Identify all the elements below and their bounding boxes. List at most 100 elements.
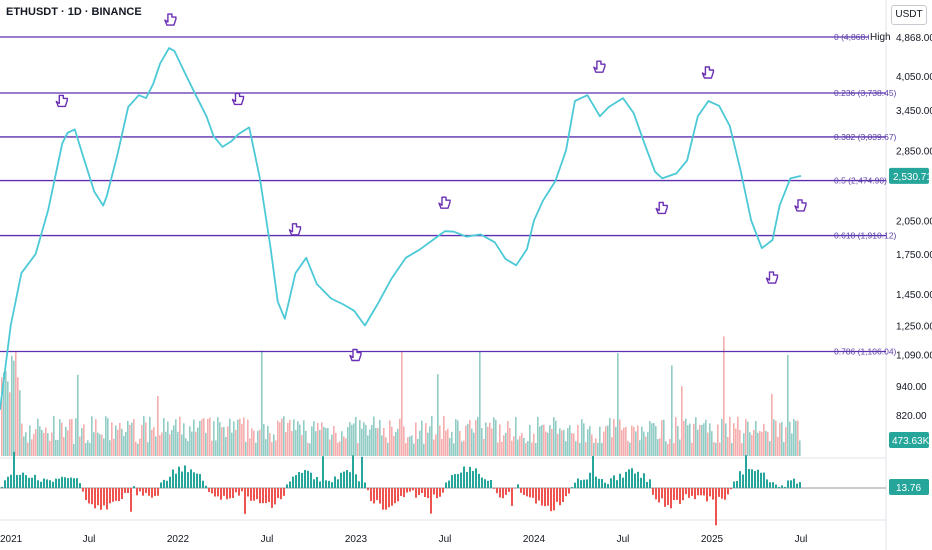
price-tick-label: 2,850.00 [896, 147, 932, 158]
oscillator-bar [172, 469, 174, 488]
volume-bar [143, 416, 145, 456]
volume-bar [65, 426, 67, 456]
volume-histogram [1, 336, 801, 456]
volume-bar [649, 421, 651, 456]
time-tick-label: Jul [617, 534, 630, 545]
volume-bar [607, 425, 609, 456]
volume-bar [339, 441, 341, 456]
oscillator-bar [22, 472, 24, 488]
oscillator-bar [412, 488, 414, 491]
volume-bar [371, 424, 373, 456]
volume-bar [689, 423, 691, 456]
oscillator-bar [481, 477, 483, 488]
volume-bar [489, 422, 491, 456]
volume-bar [681, 386, 683, 456]
oscillator-bar [58, 478, 60, 488]
volume-bar [167, 421, 169, 456]
volume-bar [445, 430, 447, 456]
oscillator-bar [568, 488, 570, 494]
oscillator-bar [211, 488, 213, 494]
oscillator-bar [436, 488, 438, 499]
volume-bar [733, 423, 735, 456]
oscillator-bar [100, 488, 102, 510]
volume-bar [57, 440, 59, 456]
oscillator-bar [70, 477, 72, 488]
volume-bar [139, 438, 141, 456]
volume-bar [255, 442, 257, 456]
oscillator-bar [358, 481, 360, 488]
volume-bar [249, 438, 251, 456]
oscillator-bar [598, 478, 600, 488]
oscillator-bar [571, 487, 573, 488]
volume-bar [545, 431, 547, 456]
pointer-shape [288, 223, 302, 236]
volume-bar [615, 426, 617, 456]
oscillator-bar [40, 481, 42, 488]
volume-badge [889, 432, 929, 448]
volume-bar [17, 377, 19, 456]
volume-bar [503, 435, 505, 456]
volume-bar [581, 419, 583, 456]
volume-bar [635, 431, 637, 456]
volume-bar [771, 393, 773, 456]
volume-bar [647, 432, 649, 456]
volume-bar [103, 438, 105, 456]
oscillator-bar [34, 474, 36, 488]
oscillator-bar [64, 477, 66, 488]
volume-bar [313, 421, 315, 456]
volume-bar [507, 421, 509, 456]
oscillator-bar [118, 488, 120, 502]
oscillator-bar [496, 488, 498, 494]
oscillator-bar [331, 482, 333, 488]
volume-bar [207, 418, 209, 456]
volume-bar [721, 418, 723, 456]
volume-bar [211, 440, 213, 456]
volume-bar [377, 428, 379, 456]
volume-bar [181, 434, 183, 456]
fib-high-label: High [870, 32, 891, 43]
volume-bar [263, 424, 265, 456]
pointer-shape [794, 199, 807, 212]
volume-bar [757, 432, 759, 456]
volume-bar [763, 423, 765, 456]
volume-bar [151, 429, 153, 456]
oscillator-bar [259, 488, 261, 504]
volume-bar [585, 442, 587, 456]
volume-bar [719, 442, 721, 456]
volume-bar [437, 374, 439, 456]
currency-button[interactable]: USDT [891, 5, 927, 25]
volume-bar [153, 427, 155, 456]
pointer-shape [701, 66, 715, 79]
volume-bar [285, 432, 287, 456]
oscillator-bar [52, 481, 54, 488]
volume-bar [91, 416, 93, 456]
volume-bar [667, 443, 669, 456]
volume-bar [171, 430, 173, 456]
volume-bar [367, 435, 369, 456]
volume-bar [7, 381, 9, 456]
oscillator-bar [229, 488, 231, 499]
volume-bar [277, 420, 279, 456]
oscillator-bar [73, 478, 75, 488]
oscillator-bar [658, 488, 660, 503]
oscillator-bar [271, 488, 273, 508]
volume-bar [293, 419, 295, 456]
oscillator-bar [142, 488, 144, 496]
volume-bar [797, 420, 799, 456]
volume-bar [201, 419, 203, 456]
pointer-icon [288, 223, 302, 236]
volume-bar [173, 425, 175, 456]
price-tick-label: 3,450.00 [896, 106, 932, 117]
volume-bar [587, 429, 589, 456]
pointer-icon [438, 196, 451, 209]
volume-bar [611, 437, 613, 456]
volume-bar [569, 425, 571, 456]
volume-bar [379, 419, 381, 456]
volume-bar [295, 430, 297, 456]
volume-bar [157, 396, 159, 456]
oscillator-bar [490, 480, 492, 488]
oscillator-bar [25, 475, 27, 488]
volume-bar [297, 421, 299, 456]
oscillator-bar [307, 470, 309, 488]
volume-bar [627, 440, 629, 456]
